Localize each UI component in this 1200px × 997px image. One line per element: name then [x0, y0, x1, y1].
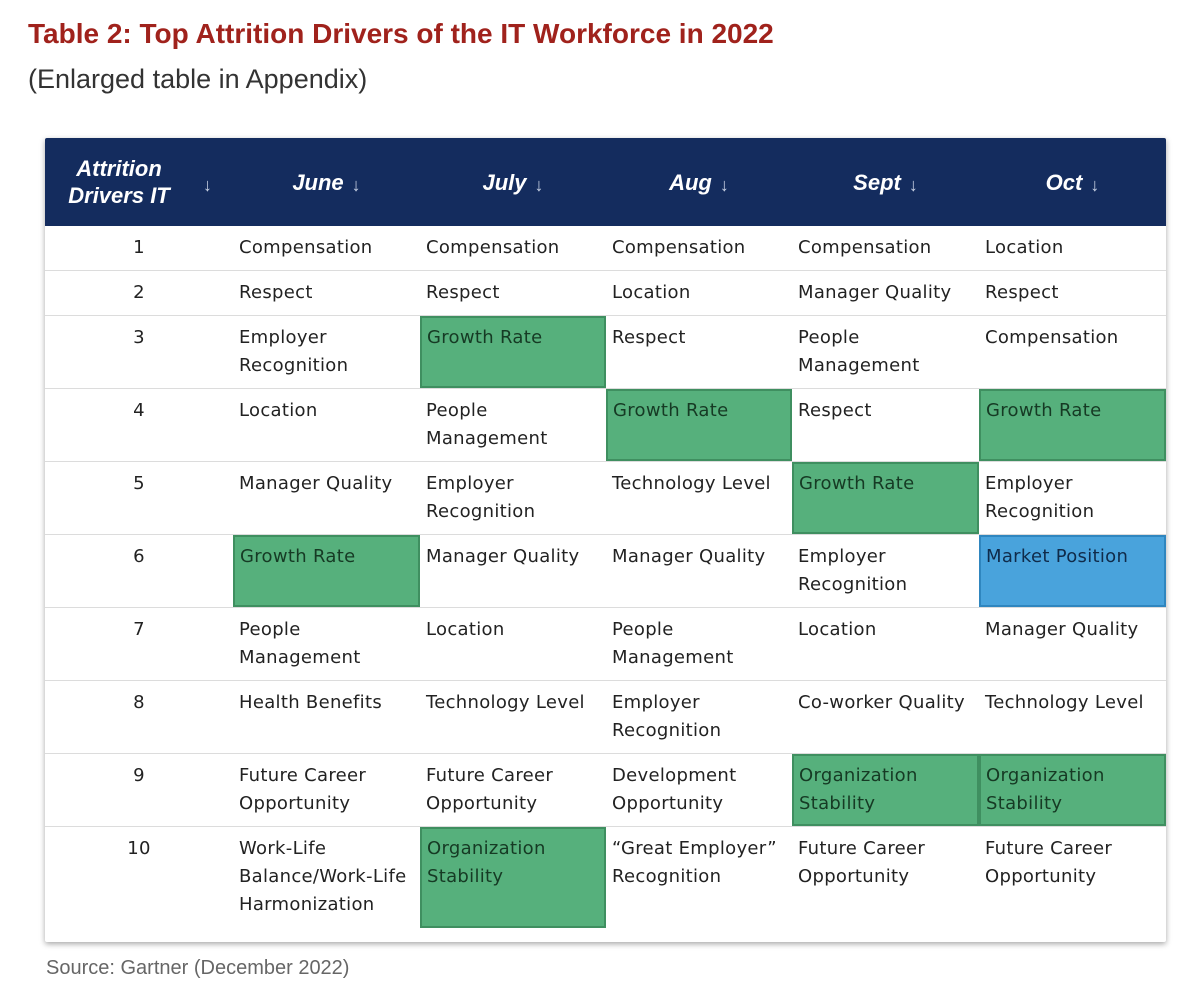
- oct-cell-highlighted-blue: Market Position: [979, 535, 1166, 607]
- july-cell: Manager Quality: [426, 546, 580, 567]
- july-cell: Compensation: [426, 237, 560, 258]
- june-cell: Health Benefits: [239, 692, 383, 713]
- oct-cell-highlighted: Organization Stability: [979, 754, 1166, 826]
- column-header-june[interactable]: June ↓: [233, 166, 420, 199]
- oct-cell: Employer Recognition: [985, 473, 1095, 522]
- aug-cell: Development Opportunity: [612, 765, 737, 814]
- july-cell: People Management: [426, 400, 548, 449]
- rank-cell: 2: [133, 282, 145, 303]
- table-row: 7 People Management Location People Mana…: [45, 608, 1166, 681]
- column-header-july[interactable]: July ↓: [420, 166, 606, 199]
- table-row: 10 Work-Life Balance/Work-Life Harmoniza…: [45, 827, 1166, 928]
- july-cell: Future Career Opportunity: [426, 765, 554, 814]
- oct-cell: Location: [985, 237, 1064, 258]
- sort-arrow-icon: ↓: [1090, 174, 1100, 195]
- aug-cell: Compensation: [612, 237, 746, 258]
- rank-cell: 4: [133, 400, 145, 421]
- sept-cell: Compensation: [798, 237, 932, 258]
- table-row: 2 Respect Respect Location Manager Quali…: [45, 271, 1166, 316]
- table-row: 4 Location People Management Growth Rate…: [45, 389, 1166, 462]
- june-cell: Respect: [239, 282, 313, 303]
- june-cell: Location: [239, 400, 318, 421]
- column-header-aug[interactable]: Aug ↓: [606, 166, 792, 199]
- july-cell-highlighted: Growth Rate: [420, 316, 606, 388]
- july-cell: Technology Level: [426, 692, 585, 713]
- table-subtitle: (Enlarged table in Appendix): [28, 64, 368, 94]
- aug-cell: People Management: [612, 619, 734, 668]
- sept-cell: Location: [798, 619, 877, 640]
- column-header-oct[interactable]: Oct ↓: [979, 166, 1166, 199]
- june-cell: People Management: [239, 619, 361, 668]
- oct-cell: Technology Level: [985, 692, 1144, 713]
- column-header-attrition-drivers[interactable]: Attrition Drivers IT ↓: [45, 155, 233, 209]
- rank-cell: 6: [133, 546, 145, 567]
- rank-cell: 5: [133, 473, 145, 494]
- sept-cell: People Management: [798, 327, 920, 376]
- oct-cell: Respect: [985, 282, 1059, 303]
- aug-cell: Respect: [612, 327, 686, 348]
- sort-arrow-icon: ↓: [534, 174, 544, 195]
- column-header-label: July: [482, 169, 527, 195]
- rank-cell: 1: [133, 237, 145, 258]
- july-cell-highlighted: Organization Stability: [420, 827, 606, 928]
- source-note: Source: Gartner (December 2022): [46, 957, 350, 979]
- june-cell: Manager Quality: [239, 473, 393, 494]
- table-row: 5 Manager Quality Employer Recognition T…: [45, 462, 1166, 535]
- june-cell: Compensation: [239, 237, 373, 258]
- table-body: 1 Compensation Compensation Compensation…: [45, 226, 1166, 928]
- table-row: 6 Growth Rate Manager Quality Manager Qu…: [45, 535, 1166, 608]
- table-row: 9 Future Career Opportunity Future Caree…: [45, 754, 1166, 827]
- june-cell: Employer Recognition: [239, 327, 349, 376]
- column-header-label: Sept: [853, 169, 901, 195]
- column-header-sept[interactable]: Sept ↓: [792, 166, 979, 199]
- sort-arrow-icon: ↓: [719, 174, 729, 195]
- column-header-label: Oct: [1045, 169, 1083, 195]
- column-header-label: Attrition Drivers IT: [68, 156, 170, 208]
- sept-cell: Co-worker Quality: [798, 692, 965, 713]
- table-header: Attrition Drivers IT ↓ June ↓ July ↓ Aug…: [45, 138, 1166, 226]
- oct-cell: Future Career Opportunity: [985, 838, 1113, 887]
- aug-cell: Manager Quality: [612, 546, 766, 567]
- table-row: 3 Employer Recognition Growth Rate Respe…: [45, 316, 1166, 389]
- rank-cell: 7: [133, 619, 145, 640]
- june-cell: Future Career Opportunity: [239, 765, 367, 814]
- june-cell: Work-Life Balance/Work-Life Harmonizatio…: [239, 838, 407, 915]
- june-cell-highlighted: Growth Rate: [233, 535, 420, 607]
- oct-cell: Compensation: [985, 327, 1119, 348]
- attrition-table: Attrition Drivers IT ↓ June ↓ July ↓ Aug…: [45, 138, 1166, 942]
- table-row: 1 Compensation Compensation Compensation…: [45, 226, 1166, 271]
- column-header-label: June: [292, 169, 344, 195]
- sept-cell-highlighted: Organization Stability: [792, 754, 979, 826]
- table-row: 8 Health Benefits Technology Level Emplo…: [45, 681, 1166, 754]
- column-header-label: Aug: [669, 169, 712, 195]
- july-cell: Respect: [426, 282, 500, 303]
- aug-cell-highlighted: Growth Rate: [606, 389, 792, 461]
- sept-cell: Employer Recognition: [798, 546, 908, 595]
- oct-cell: Manager Quality: [985, 619, 1139, 640]
- table-title: Table 2: Top Attrition Drivers of the IT…: [28, 18, 774, 49]
- july-cell: Location: [426, 619, 505, 640]
- sort-arrow-icon: ↓: [351, 174, 361, 195]
- sort-arrow-icon: ↓: [203, 174, 212, 195]
- sort-arrow-icon: ↓: [908, 174, 918, 195]
- aug-cell: Employer Recognition: [612, 692, 722, 741]
- rank-cell: 9: [133, 765, 145, 786]
- oct-cell-highlighted: Growth Rate: [979, 389, 1166, 461]
- aug-cell: Technology Level: [612, 473, 771, 494]
- rank-cell: 8: [133, 692, 145, 713]
- aug-cell: “Great Employer” Recognition: [612, 838, 777, 887]
- sept-cell: Future Career Opportunity: [798, 838, 926, 887]
- rank-cell: 3: [133, 327, 145, 348]
- sept-cell: Respect: [798, 400, 872, 421]
- rank-cell: 10: [127, 838, 151, 859]
- july-cell: Employer Recognition: [426, 473, 536, 522]
- aug-cell: Location: [612, 282, 691, 303]
- sept-cell: Manager Quality: [798, 282, 952, 303]
- sept-cell-highlighted: Growth Rate: [792, 462, 979, 534]
